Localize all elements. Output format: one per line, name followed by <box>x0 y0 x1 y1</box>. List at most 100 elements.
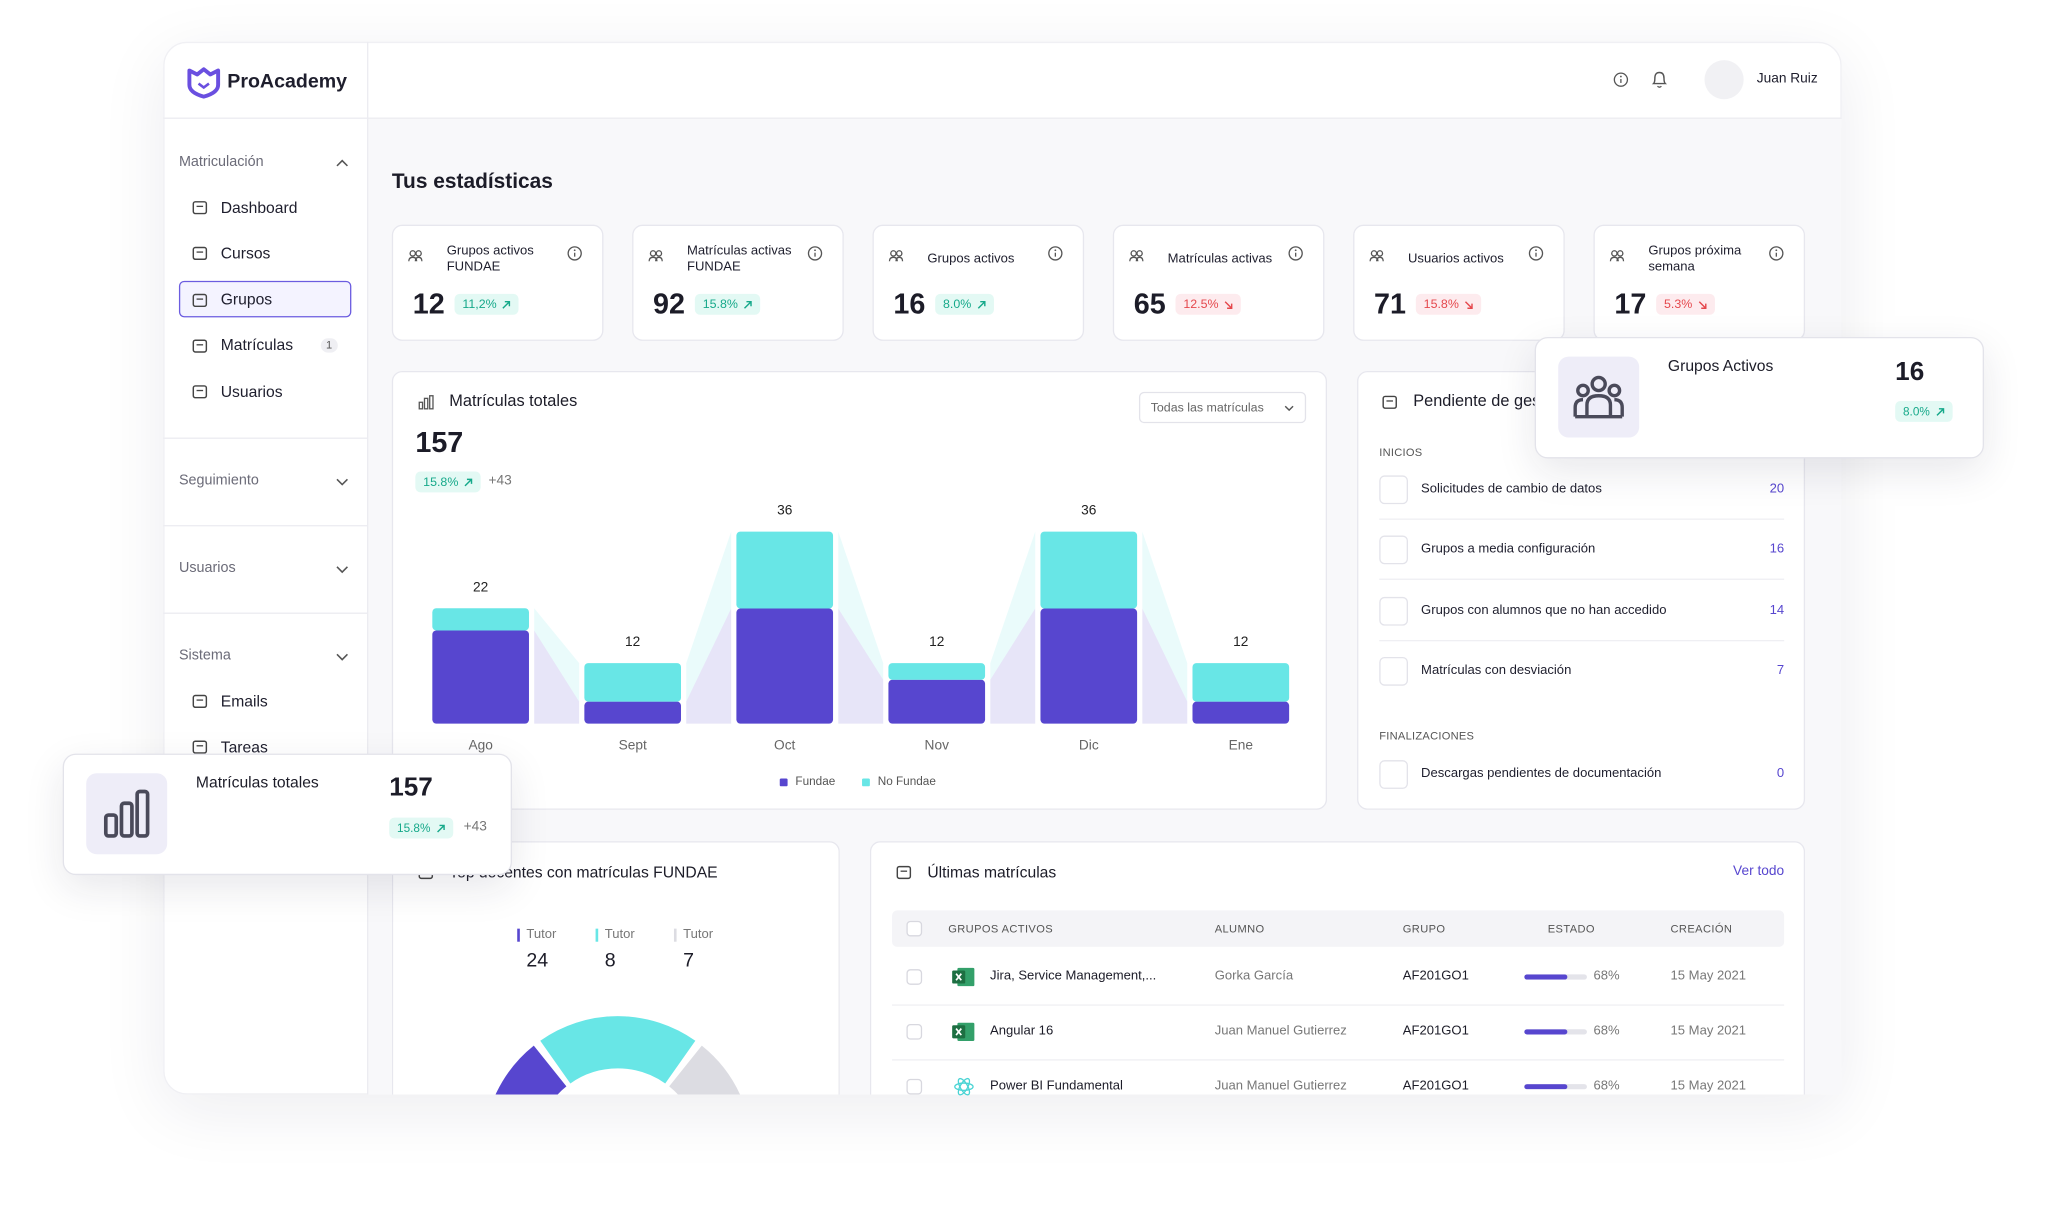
column-header: GRUPOS ACTIVOS <box>948 921 1054 935</box>
stat-icon <box>1129 250 1144 262</box>
course-name[interactable]: Angular 16 <box>990 1023 1054 1039</box>
icon-part <box>1129 256 1144 262</box>
stat-value: 16 <box>893 287 926 321</box>
course-icon <box>954 1077 974 1096</box>
page-title: Tus estadísticas <box>391 171 553 194</box>
nav-item[interactable]: Usuarios <box>220 382 283 401</box>
course-name[interactable]: Jira, Service Management,... <box>990 968 1157 984</box>
icon-part <box>1048 246 1063 261</box>
header-divider <box>163 117 1842 119</box>
icon-part <box>896 865 912 880</box>
change-badge: 12.5% <box>1175 293 1241 315</box>
pending-count: 7 <box>1776 663 1785 678</box>
checkbox[interactable] <box>906 1078 923 1095</box>
nav-item[interactable]: Tareas <box>220 737 268 756</box>
icon-part <box>954 1082 974 1092</box>
nav-item[interactable]: Matrículas <box>220 336 294 355</box>
icon-part <box>655 250 663 257</box>
progress-label: 68% <box>1593 968 1620 984</box>
stat-icon <box>1369 250 1384 262</box>
bar-segment <box>584 663 682 702</box>
legend-bar <box>673 928 677 942</box>
icon-part <box>1054 249 1057 252</box>
icon-part <box>1769 246 1784 261</box>
nav-item[interactable]: Cursos <box>220 243 271 263</box>
column-header: CREACIÓN <box>1670 921 1733 935</box>
flow-connector <box>534 608 580 702</box>
icon-part <box>1130 250 1137 257</box>
change-badge: 5.3% <box>1656 293 1715 315</box>
bar-segment <box>1192 663 1290 702</box>
icon-part <box>1370 250 1378 257</box>
icon-part <box>423 397 429 410</box>
checkbox[interactable] <box>906 1023 923 1040</box>
trend-arrow <box>1464 300 1473 309</box>
card <box>1353 224 1565 341</box>
change-value: 12.5% <box>1183 297 1219 312</box>
row-separator <box>892 1004 1785 1006</box>
icon-part <box>888 256 904 262</box>
legend-swatch <box>862 778 870 787</box>
card <box>869 841 1806 1095</box>
nav-item[interactable]: Grupos <box>220 290 273 309</box>
row-separator <box>1379 639 1785 642</box>
stat-value: 65 <box>1133 287 1166 321</box>
pending-label[interactable]: Descargas pendientes de documentación <box>1421 766 1662 781</box>
bar-total-label: 36 <box>1081 503 1097 518</box>
x-tick-label: Dic <box>1079 738 1099 753</box>
nav-item[interactable]: Emails <box>220 691 268 710</box>
icon-part <box>192 201 208 215</box>
course-name[interactable]: Power BI Fundamental <box>990 1078 1123 1093</box>
tutor-label: Tutor <box>604 927 635 942</box>
flow-connector <box>1142 531 1188 702</box>
created-date: 15 May 2021 <box>1670 1023 1747 1039</box>
chevron <box>336 653 348 661</box>
icon-part <box>1651 71 1668 85</box>
flow-connector <box>1142 608 1188 724</box>
icon-part <box>408 256 423 262</box>
info-icon <box>807 246 823 261</box>
chart-icon <box>418 395 434 410</box>
filter-dropdown[interactable]: Todas las matrículas <box>1138 391 1307 424</box>
trend-arrow <box>977 300 986 309</box>
row-separator <box>892 1059 1785 1061</box>
tutor-label: Tutor <box>526 927 557 942</box>
icon <box>1382 395 1397 409</box>
flow-connector <box>990 608 1036 724</box>
arrow-path <box>1224 300 1233 309</box>
pending-label[interactable]: Grupos a media configuración <box>1421 542 1596 557</box>
stat-label: Grupos activos FUNDAE <box>446 244 534 275</box>
nav-item[interactable]: Dashboard <box>220 197 298 217</box>
bar-segment <box>1040 531 1138 609</box>
icon-part <box>1294 249 1297 252</box>
info-icon <box>1288 246 1303 261</box>
checkbox[interactable] <box>906 969 923 985</box>
card <box>391 224 604 341</box>
trend-arrow <box>436 824 445 832</box>
icon-part <box>1613 72 1629 87</box>
icon-part <box>415 250 422 257</box>
pending-label[interactable]: Solicitudes de cambio de datos <box>1421 481 1602 497</box>
student-name: Juan Manuel Gutierrez <box>1214 1023 1347 1039</box>
icon-part <box>1775 249 1778 252</box>
icon-part <box>429 395 434 410</box>
column-header: ALUMNO <box>1214 921 1265 935</box>
trend-arrow <box>743 300 752 309</box>
pending-label[interactable]: Grupos con alumnos que no han accedido <box>1421 602 1667 618</box>
icon-part <box>1376 250 1384 257</box>
column-header: GRUPO <box>1402 921 1446 935</box>
see-all-link[interactable]: Ver todo <box>1733 863 1785 880</box>
popup-value: 157 <box>389 772 433 802</box>
icon-part <box>955 1028 962 1036</box>
x-tick-label: Oct <box>774 738 796 753</box>
active-item-bg <box>178 280 352 317</box>
change-value: 15.8% <box>397 821 431 835</box>
pending-label[interactable]: Matrículas con desviación <box>1421 663 1572 678</box>
popup-title: Grupos Activos <box>1667 355 1774 375</box>
popup-value: 16 <box>1895 357 1925 387</box>
bar-total-label: 12 <box>625 634 640 649</box>
icon-part <box>1611 250 1618 257</box>
x-tick-label: Ene <box>1229 738 1254 753</box>
chart-title: Matrículas totales <box>449 392 578 411</box>
